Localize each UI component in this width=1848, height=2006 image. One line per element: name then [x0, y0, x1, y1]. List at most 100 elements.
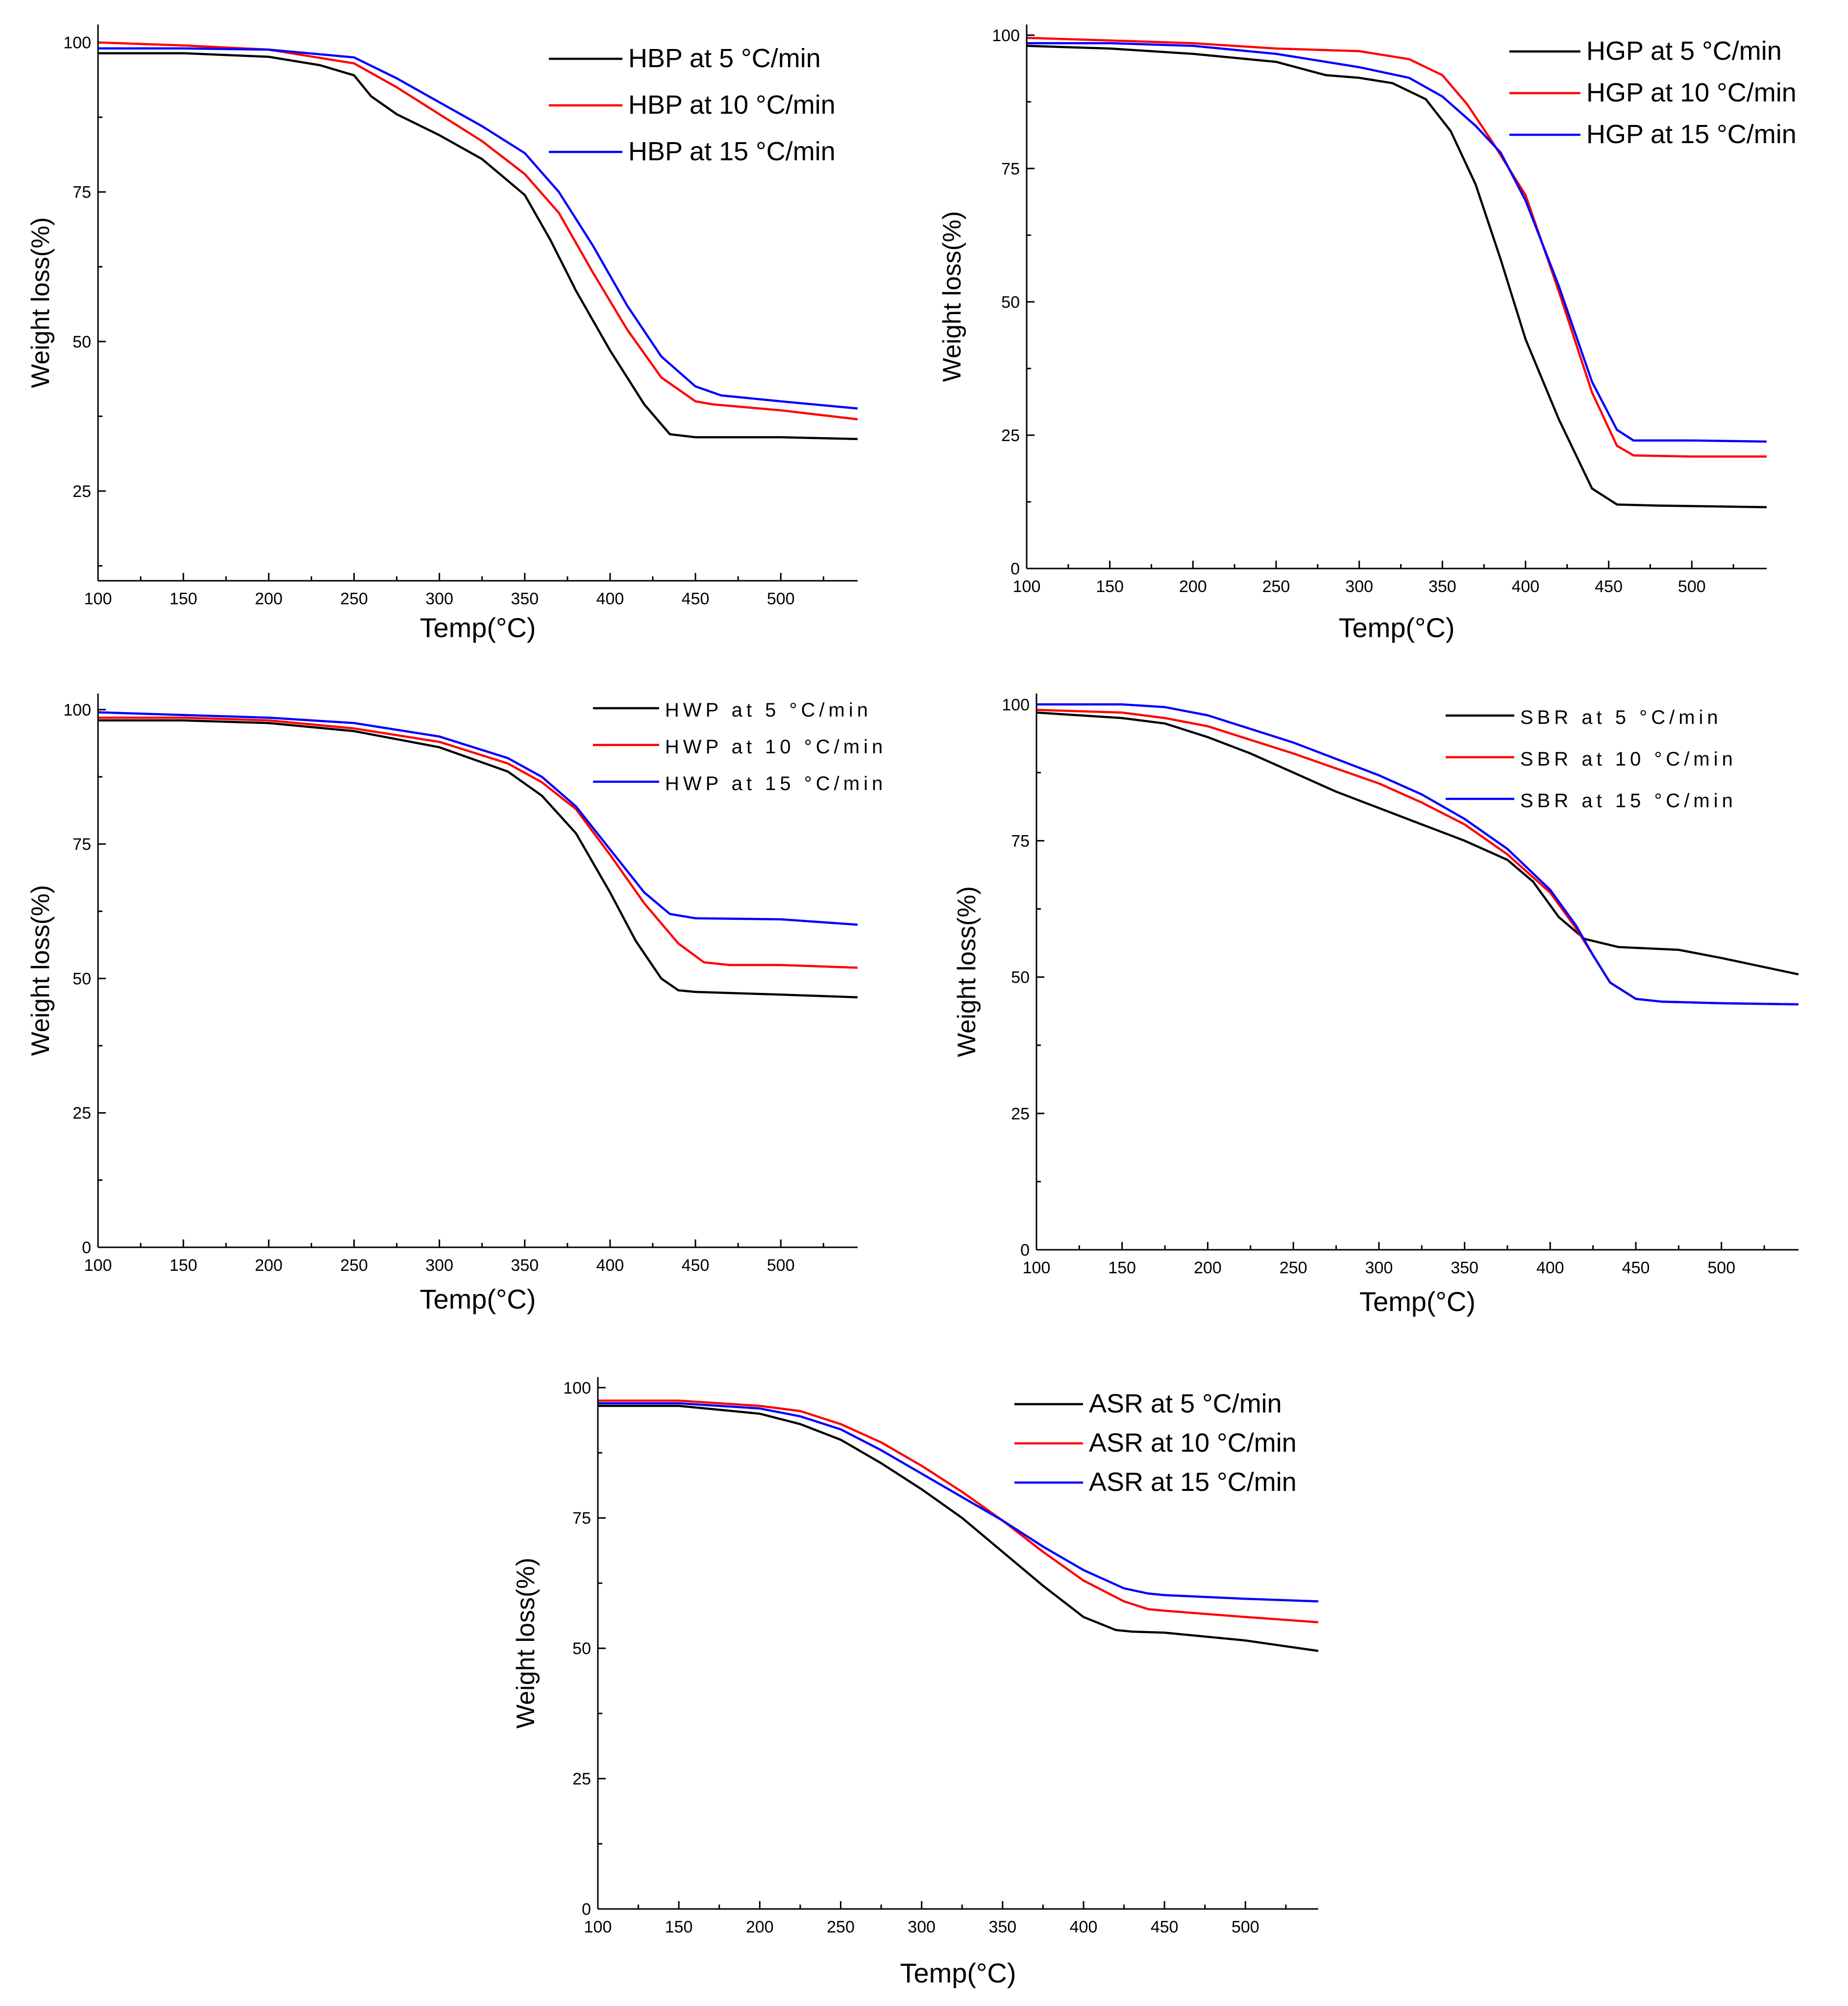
x-tick-label: 100 — [584, 1918, 612, 1936]
legend-label-0: HBP at 5 °C/min — [628, 44, 821, 73]
x-tick-label: 450 — [682, 590, 710, 608]
x-tick-label: 500 — [1707, 1259, 1735, 1277]
y-tick-label: 50 — [572, 1639, 591, 1658]
legend-label-2: SBR at 15 °C/min — [1520, 790, 1737, 812]
series-line-2 — [598, 1402, 1319, 1603]
y-tick-label: 0 — [582, 1900, 591, 1919]
y-tick-label: 100 — [1002, 695, 1030, 714]
y-tick-label: 75 — [1011, 832, 1030, 850]
x-axis-title: Temp(°C) — [1338, 612, 1454, 643]
legend-label-2: HGP at 15 °C/min — [1586, 120, 1797, 149]
series-line-0 — [98, 719, 858, 999]
y-tick-label: 50 — [1011, 968, 1030, 987]
legend: HBP at 5 °C/min HBP at 10 °C/min HBP at 15… — [549, 44, 836, 166]
legend: SBR at 5 °C/min SBR at 10 °C/min SBR at 15… — [1446, 707, 1737, 812]
y-tick-label: 100 — [992, 26, 1020, 45]
x-tick-label: 100 — [84, 1256, 112, 1275]
series-line-0 — [1026, 45, 1767, 509]
legend-label-2: HWP at 15 °C/min — [665, 773, 887, 794]
x-tick-label: 450 — [1151, 1918, 1179, 1936]
legend-label-1: ASR at 10 °C/min — [1089, 1428, 1297, 1458]
panel-sbr: 100 150 200 250 300 350 400 450 500 0 25 50 75 100 Te… — [953, 693, 1799, 1317]
x-tick-label: 300 — [908, 1918, 936, 1936]
x-tick-label: 150 — [1096, 577, 1124, 596]
x-tick-label: 300 — [425, 590, 453, 608]
x-tick-label: 300 — [1345, 577, 1373, 596]
x-tick-label: 500 — [767, 590, 795, 608]
x-tick-label: 150 — [170, 590, 197, 608]
legend-label-1: HWP at 10 °C/min — [665, 736, 887, 758]
legend-label-2: HBP at 15 °C/min — [628, 137, 836, 166]
legend-label-0: HGP at 5 °C/min — [1586, 36, 1782, 66]
y-axis-title: Weight loss(%) — [26, 885, 55, 1056]
x-tick-label: 350 — [988, 1918, 1016, 1936]
series-line-1 — [98, 717, 858, 969]
series-line-1 — [1026, 36, 1767, 458]
x-tick-label: 200 — [1194, 1259, 1222, 1277]
x-tick-label: 350 — [511, 590, 539, 608]
panel-asr: 100 150 200 250 300 350 400 450 500 0 25 50 75 100 Te… — [512, 1377, 1319, 1988]
y-tick-label: 75 — [1001, 160, 1020, 178]
x-tick-label: 400 — [1536, 1259, 1564, 1277]
y-tick-label: 25 — [73, 1104, 91, 1123]
y-tick-label: 100 — [63, 34, 91, 52]
y-tick-label: 100 — [63, 701, 91, 719]
x-tick-label: 250 — [1280, 1259, 1307, 1277]
y-tick-label: 50 — [73, 333, 91, 351]
x-tick-label: 450 — [682, 1256, 710, 1275]
y-tick-label: 0 — [1010, 560, 1020, 578]
x-tick-label: 400 — [1512, 577, 1540, 596]
x-tick-label: 400 — [1070, 1918, 1098, 1936]
x-tick-label: 150 — [1108, 1259, 1136, 1277]
series-line-0 — [1036, 711, 1799, 976]
series-line-2 — [1027, 42, 1767, 443]
x-tick-label: 450 — [1595, 577, 1623, 596]
legend: HWP at 5 °C/min HWP at 10 °C/min HWP at 15… — [593, 699, 887, 794]
legend-label-1: SBR at 10 °C/min — [1520, 748, 1737, 770]
x-tick-label: 350 — [1429, 577, 1456, 596]
y-tick-label: 0 — [1020, 1241, 1030, 1260]
x-tick-label: 250 — [1262, 577, 1290, 596]
x-tick-label: 250 — [827, 1918, 855, 1936]
x-tick-label: 250 — [340, 590, 368, 608]
series-line-0 — [98, 52, 858, 441]
legend-label-0: ASR at 5 °C/min — [1089, 1389, 1282, 1418]
x-tick-label: 500 — [1678, 577, 1706, 596]
x-tick-label: 250 — [340, 1256, 368, 1275]
x-axis-title: Temp(°C) — [419, 612, 536, 643]
y-tick-label: 25 — [73, 482, 91, 501]
series-line-0 — [598, 1405, 1319, 1652]
y-tick-label: 25 — [1011, 1105, 1030, 1123]
panel-hbp: 100 150 200 250 300 350 400 450 500 25 50 75 100 Tem… — [26, 25, 858, 643]
x-tick-label: 350 — [511, 1256, 539, 1275]
legend-label-1: HGP at 10 °C/min — [1586, 78, 1797, 107]
y-tick-label: 25 — [1001, 426, 1020, 445]
x-tick-label: 300 — [425, 1256, 453, 1275]
legend-label-0: HWP at 5 °C/min — [665, 699, 872, 721]
y-tick-label: 75 — [73, 835, 91, 854]
x-tick-label: 100 — [1023, 1259, 1051, 1277]
y-axis-title: Weight loss(%) — [953, 886, 981, 1057]
y-axis-title: Weight loss(%) — [512, 1558, 540, 1729]
y-tick-label: 25 — [572, 1770, 591, 1788]
series-line-2 — [98, 711, 858, 926]
x-tick-label: 200 — [1179, 577, 1207, 596]
x-tick-label: 150 — [170, 1256, 197, 1275]
y-tick-label: 75 — [73, 183, 91, 202]
legend: ASR at 5 °C/min ASR at 10 °C/min ASR at 15… — [1014, 1389, 1297, 1497]
series-line-2 — [1036, 703, 1799, 1006]
x-tick-label: 400 — [596, 1256, 624, 1275]
legend: HGP at 5 °C/min HGP at 10 °C/min HGP at 15… — [1509, 36, 1797, 149]
x-tick-label: 450 — [1622, 1259, 1650, 1277]
panel-hgp: 100 150 200 250 300 350 400 450 500 0 25 50 75 100 Te… — [938, 25, 1797, 643]
series-line-2 — [98, 47, 858, 410]
y-axis-title: Weight loss(%) — [26, 217, 55, 388]
x-axis-title: Temp(°C) — [419, 1284, 536, 1314]
x-tick-label: 500 — [1232, 1918, 1259, 1936]
x-axis-title: Temp(°C) — [900, 1957, 1016, 1988]
legend-label-1: HBP at 10 °C/min — [628, 90, 836, 120]
y-tick-label: 100 — [563, 1379, 591, 1397]
panel-hwp: 100 150 200 250 300 350 400 450 500 0 25 50 75 100 Te… — [26, 693, 887, 1314]
x-tick-label: 300 — [1365, 1259, 1393, 1277]
